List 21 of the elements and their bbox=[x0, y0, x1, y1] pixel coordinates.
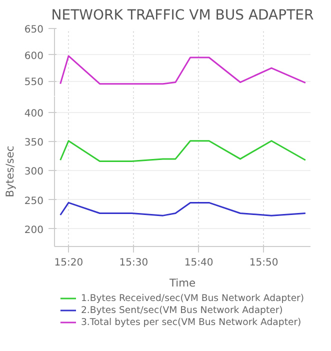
legend-label: 1.Bytes Received/sec(VM Bus Network Adapter) bbox=[80, 292, 304, 304]
y-tick-label: 350 bbox=[24, 137, 44, 148]
x-tick-label: 15:20 bbox=[54, 258, 84, 268]
legend-label: 2.Bytes Sent/sec(VM Bus Network Adapter) bbox=[80, 304, 283, 316]
x-tick-label: 15:40 bbox=[184, 258, 214, 268]
y-tick-label: 650 bbox=[24, 24, 44, 36]
y-tick-label: 600 bbox=[24, 50, 44, 62]
x-axis-title: Time bbox=[168, 276, 196, 290]
y-axis-title: Bytes/sec bbox=[3, 146, 16, 198]
x-tick-label: 15:30 bbox=[119, 258, 148, 268]
y-tick-label: 550 bbox=[24, 77, 44, 88]
legend-label: 3.Total bytes per sec(VM Bus Network Adapter) bbox=[80, 316, 302, 328]
x-tick-label: 15:50 bbox=[249, 258, 278, 268]
line-series bbox=[60, 55, 306, 85]
y-tick-label: 400 bbox=[24, 108, 44, 120]
line-series bbox=[60, 140, 306, 162]
chart-title: NETWORK TRAFFIC VM BUS ADAPTER bbox=[51, 8, 314, 24]
y-tick-label: 250 bbox=[24, 196, 44, 207]
y-tick-label: 300 bbox=[24, 166, 44, 178]
y-tick-label: 200 bbox=[24, 224, 44, 236]
line-series bbox=[60, 202, 306, 216]
